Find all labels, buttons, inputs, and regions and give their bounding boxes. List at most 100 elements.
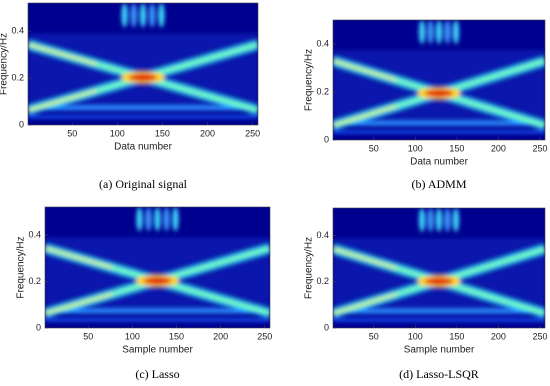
y-tick-label: 0.2 xyxy=(11,72,24,82)
y-axis-label: Frequency/Hz xyxy=(16,236,27,298)
heat-band-low xyxy=(333,130,545,134)
y-tick-label: 0 xyxy=(19,119,24,129)
x-tick-label: 200 xyxy=(491,331,506,341)
y-tick-label: 0.2 xyxy=(316,276,329,286)
heat-blob xyxy=(436,20,442,44)
heat-band xyxy=(333,120,545,126)
heat-blob xyxy=(444,20,451,44)
y-tick-label: 0.4 xyxy=(316,230,329,240)
heat-band xyxy=(333,308,545,314)
heat-ridge-core xyxy=(333,105,397,127)
x-tick-label: 100 xyxy=(125,331,140,341)
panel: 50 100 150 200 250 0 0.2 0.4 Data number Frequenc… xyxy=(0,2,260,191)
heat-blob xyxy=(154,207,161,232)
heatmap xyxy=(28,3,258,125)
heat-band-low xyxy=(45,318,270,322)
y-tick-label: 0.4 xyxy=(11,26,24,36)
x-tick-label: 200 xyxy=(200,128,215,138)
x-axis-label: Sample number xyxy=(404,345,475,356)
y-tick-label: 0.2 xyxy=(316,86,329,96)
heat-blob xyxy=(452,208,459,232)
heat-band xyxy=(28,105,258,111)
heat-blob xyxy=(436,208,442,232)
y-axis-label: Frequency/Hz xyxy=(304,237,315,299)
heat-blob xyxy=(427,208,434,232)
heat-ridge-core xyxy=(28,43,98,66)
caption: (b) ADMM xyxy=(411,177,466,191)
y-tick-label: 0.4 xyxy=(316,38,329,48)
heat-haze xyxy=(333,50,545,122)
plot-frame xyxy=(27,2,259,126)
plot-frame xyxy=(44,206,271,329)
heat-blob xyxy=(136,207,143,232)
heat-ridge-core xyxy=(333,293,397,315)
x-axis-label: Sample number xyxy=(122,345,193,356)
x-tick-label: 250 xyxy=(532,331,547,341)
x-axis-label: Data number xyxy=(114,142,172,153)
heat-peak xyxy=(129,73,157,81)
heat-peak xyxy=(143,277,172,285)
y-tick-label: 0 xyxy=(324,322,329,332)
x-tick-label: 50 xyxy=(83,331,93,341)
x-tick-label: 100 xyxy=(110,128,125,138)
x-tick-label: 250 xyxy=(245,128,260,138)
x-tick-label: 250 xyxy=(257,331,272,341)
heat-band xyxy=(45,308,270,314)
heat-blob xyxy=(419,20,426,44)
x-tick-label: 200 xyxy=(491,143,506,153)
heat-blob xyxy=(158,3,165,28)
y-tick-label: 0.4 xyxy=(28,229,41,239)
heat-ridge-core xyxy=(333,247,397,270)
heat-blob xyxy=(130,3,137,28)
x-tick-label: 200 xyxy=(213,331,228,341)
caption: (c) Lasso xyxy=(135,367,179,381)
caption: (d) Lasso-LSQR xyxy=(399,367,479,381)
x-tick-label: 150 xyxy=(449,331,464,341)
heat-blob xyxy=(163,207,170,232)
heat-peak xyxy=(425,277,453,285)
x-tick-label: 150 xyxy=(449,143,464,153)
heat-ridge-core xyxy=(45,292,113,315)
x-tick-label: 150 xyxy=(155,128,170,138)
panel: 50 100 150 200 250 0 0.2 0.4 Sample number Freque… xyxy=(16,206,272,381)
panel: 50 100 150 200 250 0 0.2 0.4 Data number Frequenc… xyxy=(304,19,548,191)
heat-ridge-core xyxy=(333,59,397,82)
heat-blob xyxy=(419,208,426,232)
heat-field xyxy=(45,207,270,322)
plot-frame xyxy=(332,19,546,141)
panel: 50 100 150 200 250 0 0.2 0.4 Sample number Freque… xyxy=(304,207,548,381)
y-tick-label: 0 xyxy=(36,322,41,332)
y-axis-label: Frequency/Hz xyxy=(0,33,10,95)
y-axis-label: Frequency/Hz xyxy=(304,49,315,111)
x-tick-label: 100 xyxy=(408,143,423,153)
plot-frame xyxy=(332,207,546,329)
heat-field xyxy=(333,20,545,134)
heat-haze xyxy=(45,237,270,310)
heat-field xyxy=(333,208,545,322)
heat-blob xyxy=(140,3,146,28)
x-tick-label: 50 xyxy=(369,331,379,341)
heatmap xyxy=(333,208,545,328)
x-tick-label: 150 xyxy=(169,331,184,341)
x-tick-label: 50 xyxy=(67,128,77,138)
y-tick-label: 0.2 xyxy=(28,276,41,286)
heatmap xyxy=(45,207,270,328)
x-tick-label: 50 xyxy=(369,143,379,153)
heat-blob xyxy=(427,20,434,44)
heat-ridge-core xyxy=(28,89,98,112)
heat-blob xyxy=(444,208,451,232)
heat-band-low xyxy=(28,115,258,119)
heat-peak xyxy=(425,89,453,97)
x-tick-label: 250 xyxy=(532,143,547,153)
heat-band-low xyxy=(333,318,545,322)
caption: (a) Original signal xyxy=(99,177,188,191)
heat-blob xyxy=(172,207,179,232)
heatmap xyxy=(333,20,545,140)
y-tick-label: 0 xyxy=(324,134,329,144)
heat-blob xyxy=(452,20,459,44)
heat-haze xyxy=(333,238,545,310)
heat-field xyxy=(28,3,258,119)
x-tick-label: 100 xyxy=(408,331,423,341)
heat-ridge-core xyxy=(45,247,113,269)
